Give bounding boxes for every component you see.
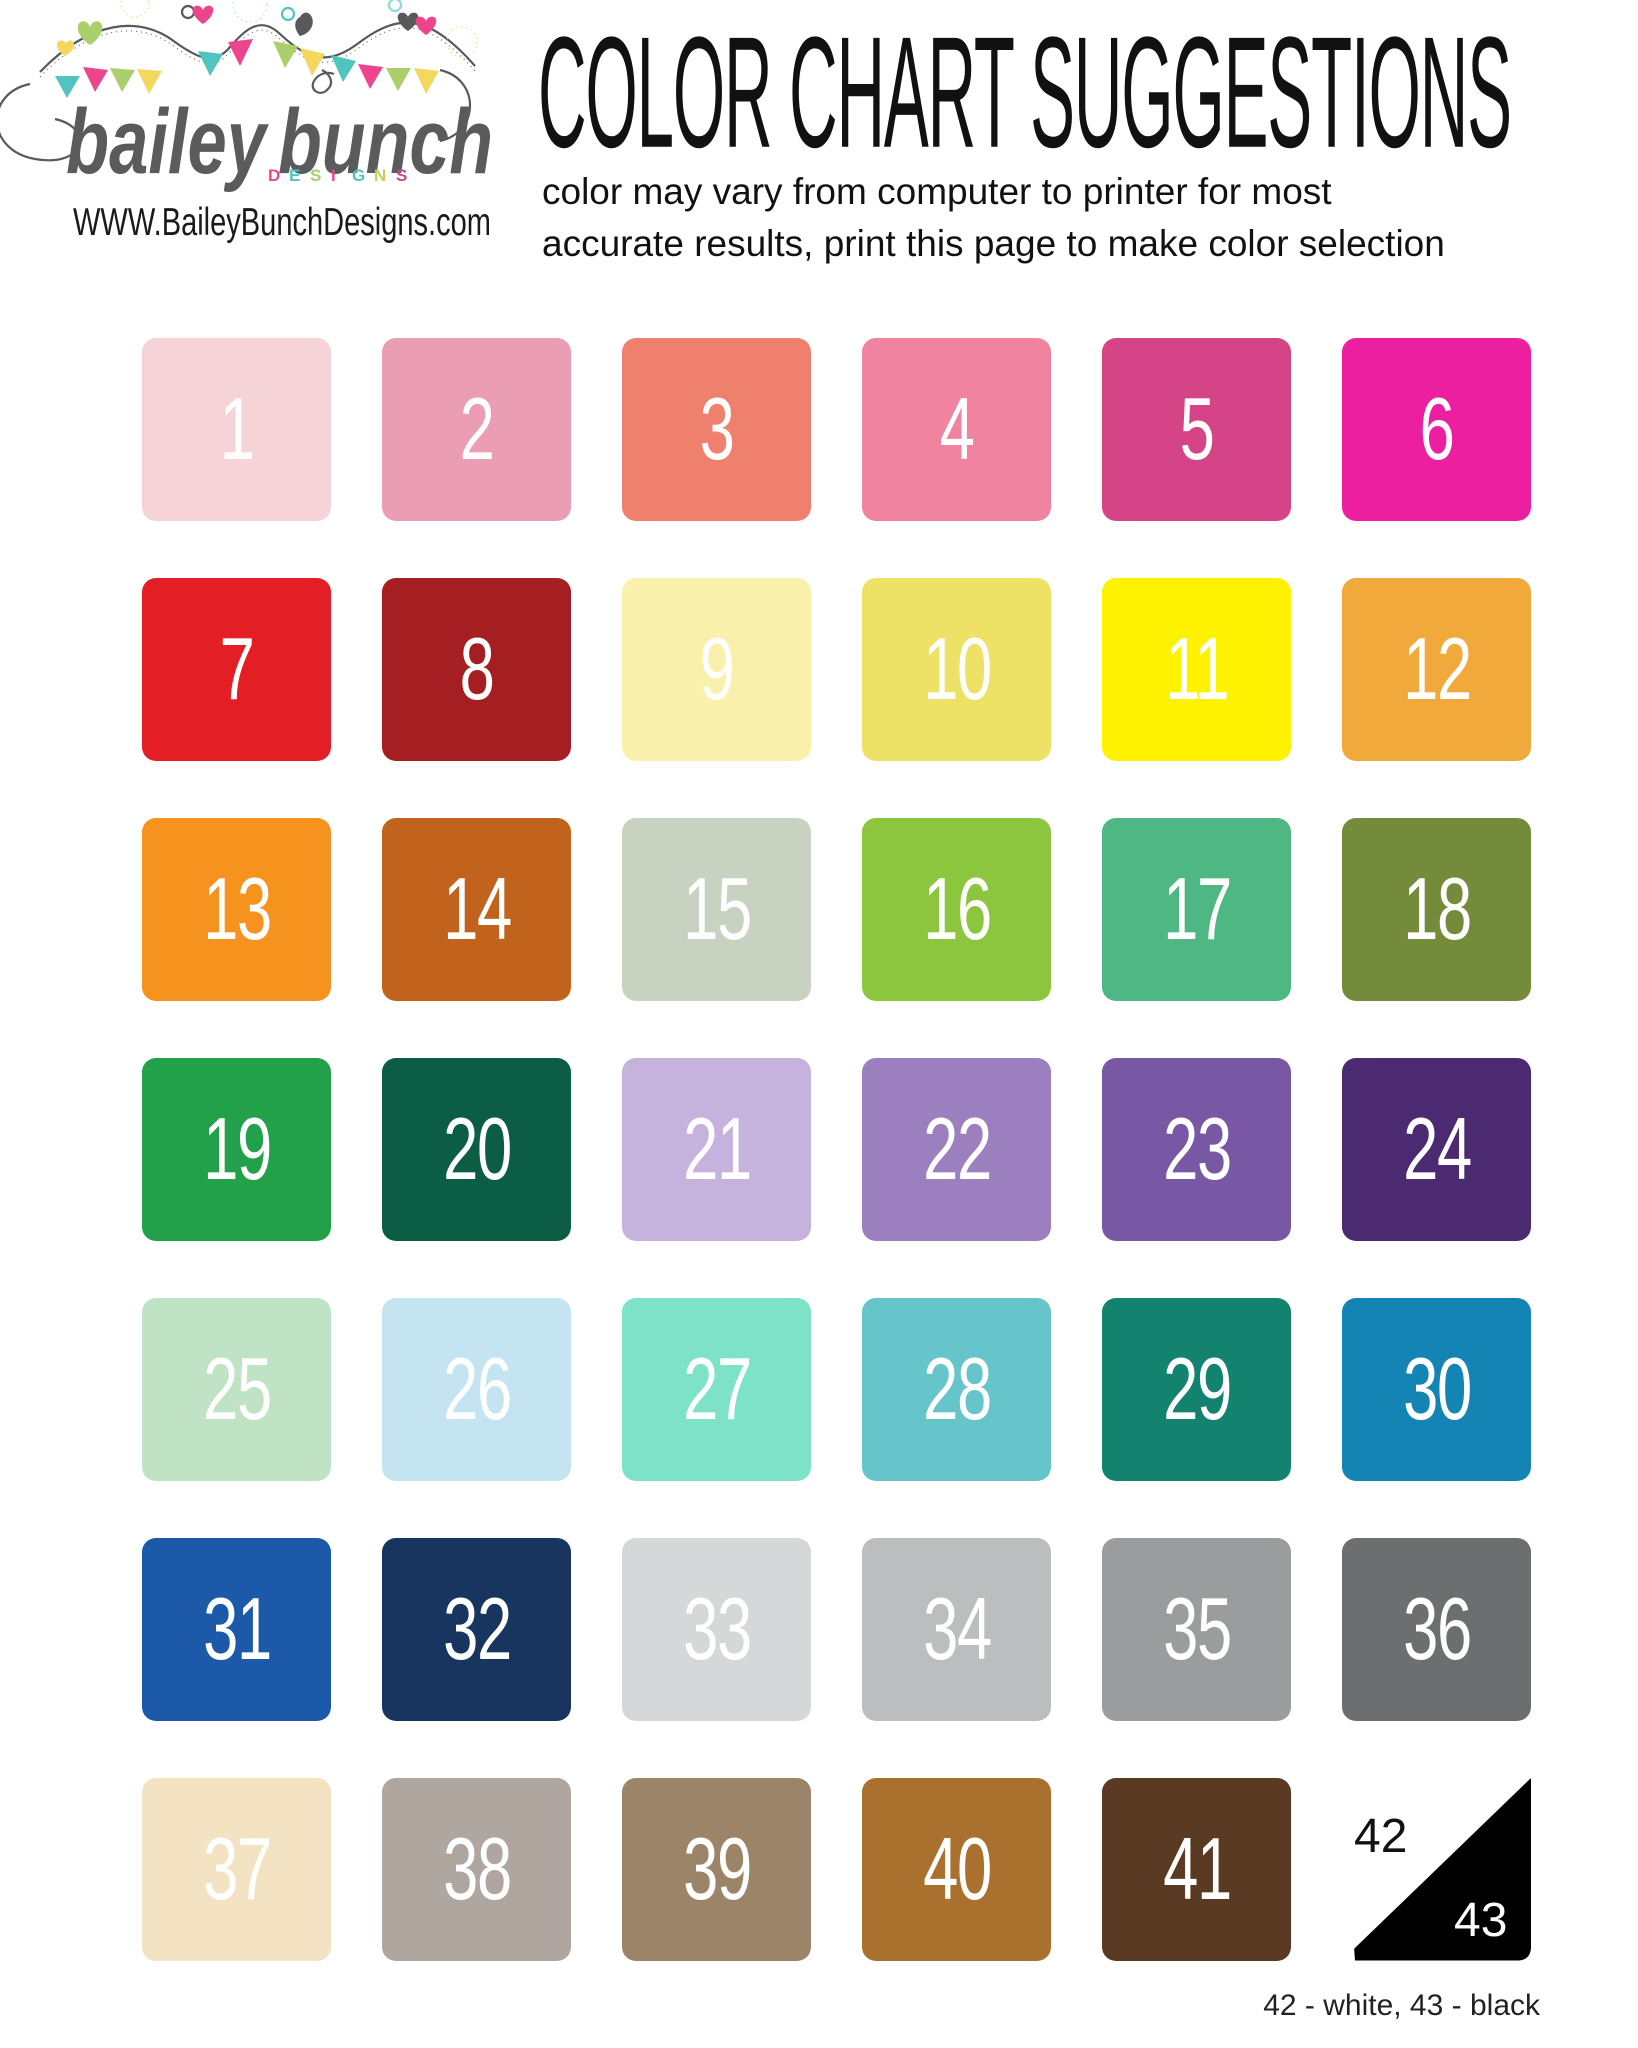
svg-text:WWW.BaileyBunchDesigns.com: WWW.BaileyBunchDesigns.com bbox=[73, 201, 491, 244]
svg-text:I: I bbox=[331, 166, 340, 185]
svg-text:bailey: bailey bbox=[66, 91, 269, 193]
svg-text:42: 42 bbox=[1354, 1810, 1407, 1863]
svg-text:S: S bbox=[396, 166, 412, 185]
svg-text:S: S bbox=[310, 166, 326, 185]
svg-text:G: G bbox=[352, 166, 370, 185]
svg-text:D: D bbox=[268, 166, 285, 185]
svg-text:E: E bbox=[289, 166, 305, 185]
svg-text:43: 43 bbox=[1454, 1894, 1507, 1947]
svg-text:N: N bbox=[374, 166, 391, 185]
